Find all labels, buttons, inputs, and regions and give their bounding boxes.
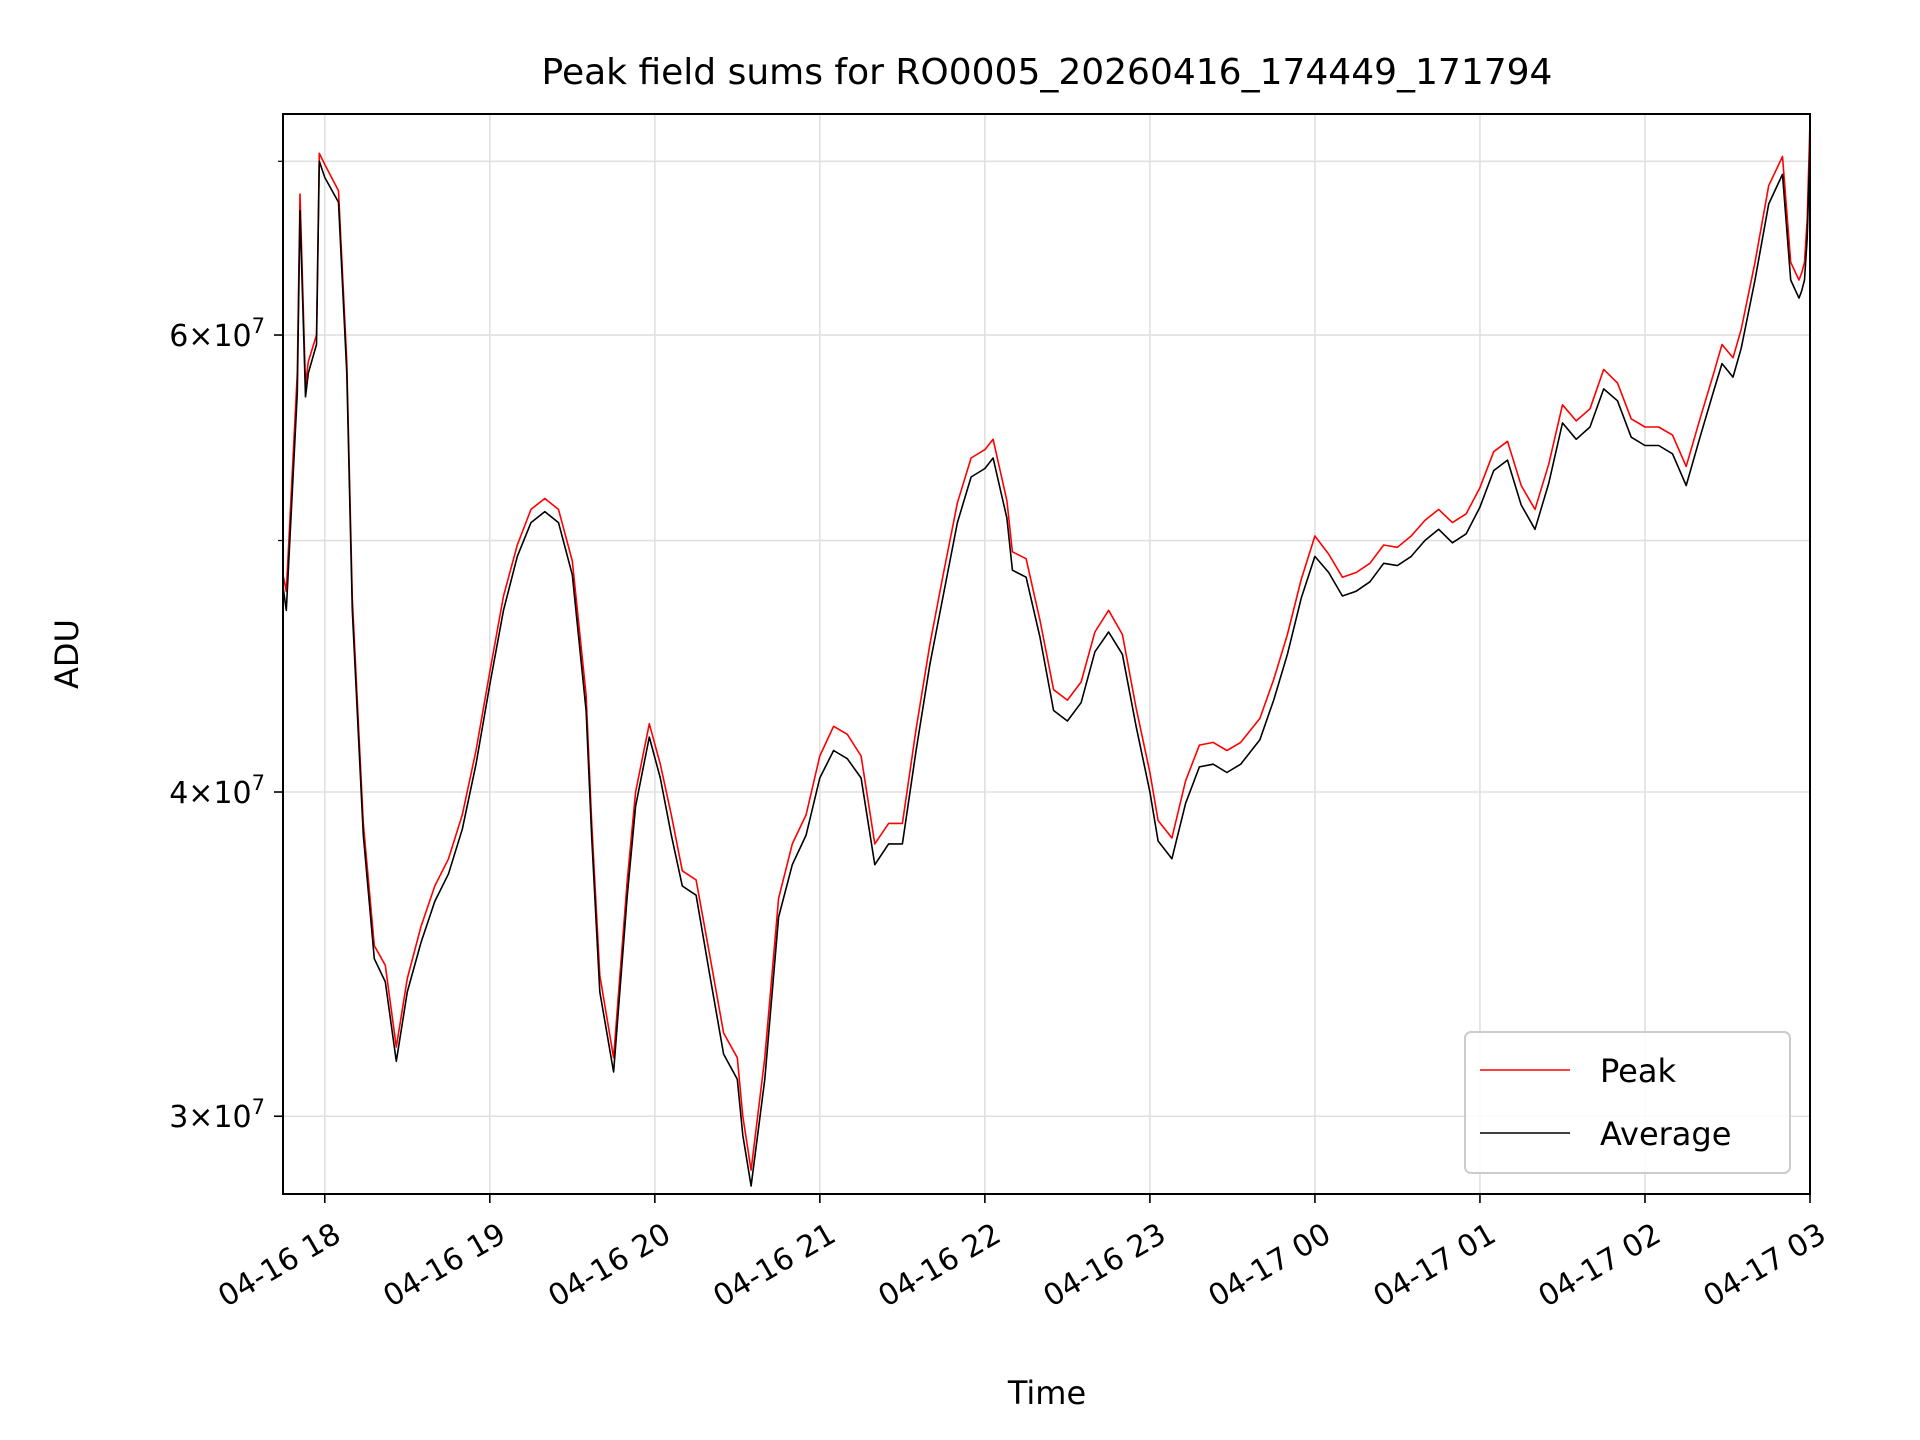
legend-label-peak: Peak xyxy=(1600,1052,1676,1090)
chart-title: Peak field sums for RO0005_20260416_1744… xyxy=(542,52,1553,93)
y-axis-ticks: 3×107 4×107 6×107 xyxy=(169,160,283,1135)
legend-box xyxy=(1464,1031,1791,1174)
legend: Peak Average xyxy=(1464,1031,1791,1174)
legend-label-average: Average xyxy=(1600,1115,1731,1153)
x-axis-label: Time xyxy=(1007,1374,1086,1412)
series-line-peak xyxy=(283,121,1810,1171)
series-layer xyxy=(283,121,1810,1187)
y-axis-label: ADU xyxy=(48,619,86,689)
y-tick-label: 3×107 xyxy=(169,1095,265,1135)
y-tick-label: 6×107 xyxy=(169,314,265,354)
y-tick-label: 4×107 xyxy=(169,771,265,811)
plot-area-frame xyxy=(282,113,1811,1195)
grid xyxy=(283,114,1811,1194)
series-line-average xyxy=(283,145,1810,1187)
